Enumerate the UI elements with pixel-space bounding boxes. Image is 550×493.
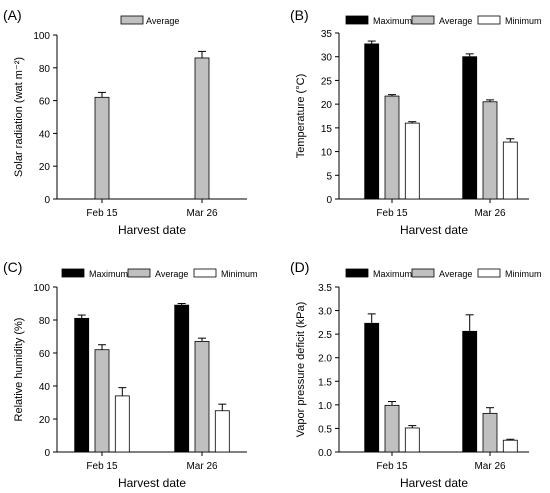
legend-label-minimum: Minimum	[505, 269, 542, 279]
panel-label: (B)	[290, 7, 309, 23]
bar-average-mar-26	[482, 101, 498, 200]
bar-average-feb-15	[384, 404, 400, 453]
y-tick-label: 3.5	[318, 283, 332, 294]
y-tick-label: 0.5	[318, 424, 332, 435]
bar-average-feb-15	[94, 349, 110, 453]
bar-maximum-mar-26	[174, 304, 190, 453]
bar-average-mar-26	[194, 341, 210, 453]
legend-swatch-average	[120, 15, 144, 25]
y-tick-label: 20	[39, 415, 51, 426]
legend-swatch-maximum	[345, 268, 369, 278]
bar-average-feb-15	[94, 96, 110, 200]
bar-minimum-feb-15	[404, 427, 420, 453]
legend-swatch-average	[127, 268, 151, 278]
y-axis-title: Vapor pressure deficit (kPa)	[295, 302, 307, 438]
x-tick-label: Mar 26	[186, 208, 218, 219]
y-tick-label: 0	[44, 448, 50, 459]
legend-label-minimum: Minimum	[505, 16, 542, 26]
bar-minimum-mar-26	[214, 410, 230, 453]
bar-average-feb-15	[384, 95, 400, 200]
panel-a: (A) Average 0 20 40 60 80 100 Feb 15 Mar 26Harves…	[3, 7, 247, 237]
legend-swatch-average	[411, 268, 435, 278]
y-tick-label: 30	[321, 53, 333, 64]
legend-label-maximum: Maximum	[373, 16, 412, 26]
y-tick-label: 5	[326, 171, 332, 182]
x-tick-label: Feb 15	[86, 208, 118, 219]
y-axis-title: Solar radiation (wat m⁻²)	[13, 57, 25, 177]
x-tick-label: Feb 15	[376, 208, 408, 219]
panel-label: (D)	[290, 259, 309, 275]
y-tick-label: 3.0	[318, 307, 332, 318]
legend-swatch-average	[411, 15, 435, 25]
x-axis-title: Harvest date	[400, 223, 468, 237]
y-tick-label: 0.0	[318, 448, 332, 459]
bar-average-mar-26	[482, 412, 498, 453]
y-tick-label: 2.5	[318, 330, 332, 341]
y-tick-label: 60	[39, 97, 51, 108]
panel-label: (C)	[3, 259, 22, 275]
x-axis-title: Harvest date	[118, 223, 186, 237]
legend-swatch-maximum	[61, 268, 85, 278]
y-axis-title: Temperature (°C)	[295, 74, 307, 158]
y-tick-label: 1.0	[318, 401, 332, 412]
y-tick-label: 0	[326, 195, 332, 206]
legend-label-minimum: Minimum	[221, 269, 258, 279]
x-axis-title: Harvest date	[118, 476, 186, 490]
legend-swatch-minimum	[193, 268, 217, 278]
y-tick-label: 25	[321, 76, 333, 87]
y-tick-label: 20	[321, 100, 333, 111]
panel-d: (D) Maximum Average Minimum 0.0 0.5 1.0 1.5 2.0 2…	[290, 259, 542, 490]
y-tick-label: 40	[39, 382, 51, 393]
bar-minimum-mar-26	[502, 141, 518, 200]
panel-c: (C) Maximum Average Minimum 0 20 40 60 80 100 Feb …	[3, 259, 258, 490]
x-tick-label: Mar 26	[474, 461, 506, 472]
bar-maximum-mar-26	[462, 330, 478, 453]
bar-minimum-feb-15	[114, 395, 130, 453]
legend-label-maximum: Maximum	[89, 269, 128, 279]
bar-maximum-mar-26	[462, 56, 478, 200]
x-axis-title: Harvest date	[400, 476, 468, 490]
legend-swatch-maximum	[345, 15, 369, 25]
bar-maximum-feb-15	[364, 322, 380, 453]
x-tick-label: Mar 26	[474, 208, 506, 219]
x-tick-label: Mar 26	[186, 461, 218, 472]
legend-label-average: Average	[439, 269, 472, 279]
panel-label: (A)	[3, 7, 22, 23]
legend-label-average: Average	[146, 16, 179, 26]
legend-label-average: Average	[439, 16, 472, 26]
y-tick-label: 100	[33, 283, 50, 294]
bar-minimum-mar-26	[502, 439, 518, 453]
bar-maximum-feb-15	[74, 317, 90, 453]
bar-minimum-feb-15	[404, 122, 420, 200]
y-tick-label: 0	[44, 195, 50, 206]
bar-maximum-feb-15	[364, 43, 380, 200]
y-axis-title: Relative humidity (%)	[13, 318, 25, 422]
y-tick-label: 80	[39, 316, 51, 327]
y-tick-label: 20	[39, 162, 51, 173]
legend-swatch-minimum	[477, 15, 501, 25]
y-tick-label: 80	[39, 64, 51, 75]
bar-average-mar-26	[194, 57, 210, 200]
x-tick-label: Feb 15	[376, 461, 408, 472]
legend-label-average: Average	[155, 269, 188, 279]
y-tick-label: 1.5	[318, 377, 332, 388]
y-tick-label: 10	[321, 148, 333, 159]
y-tick-label: 100	[33, 31, 50, 42]
y-tick-label: 15	[321, 124, 333, 135]
y-tick-label: 2.0	[318, 354, 332, 365]
y-tick-label: 60	[39, 349, 51, 360]
y-tick-label: 40	[39, 129, 51, 140]
y-tick-label: 35	[321, 29, 333, 40]
legend-swatch-minimum	[477, 268, 501, 278]
legend-label-maximum: Maximum	[373, 269, 412, 279]
panel-b: (B) Maximum Average Minimum 0 5 10 15 20 25 30 35 Fe…	[290, 7, 542, 237]
x-tick-label: Feb 15	[86, 461, 118, 472]
